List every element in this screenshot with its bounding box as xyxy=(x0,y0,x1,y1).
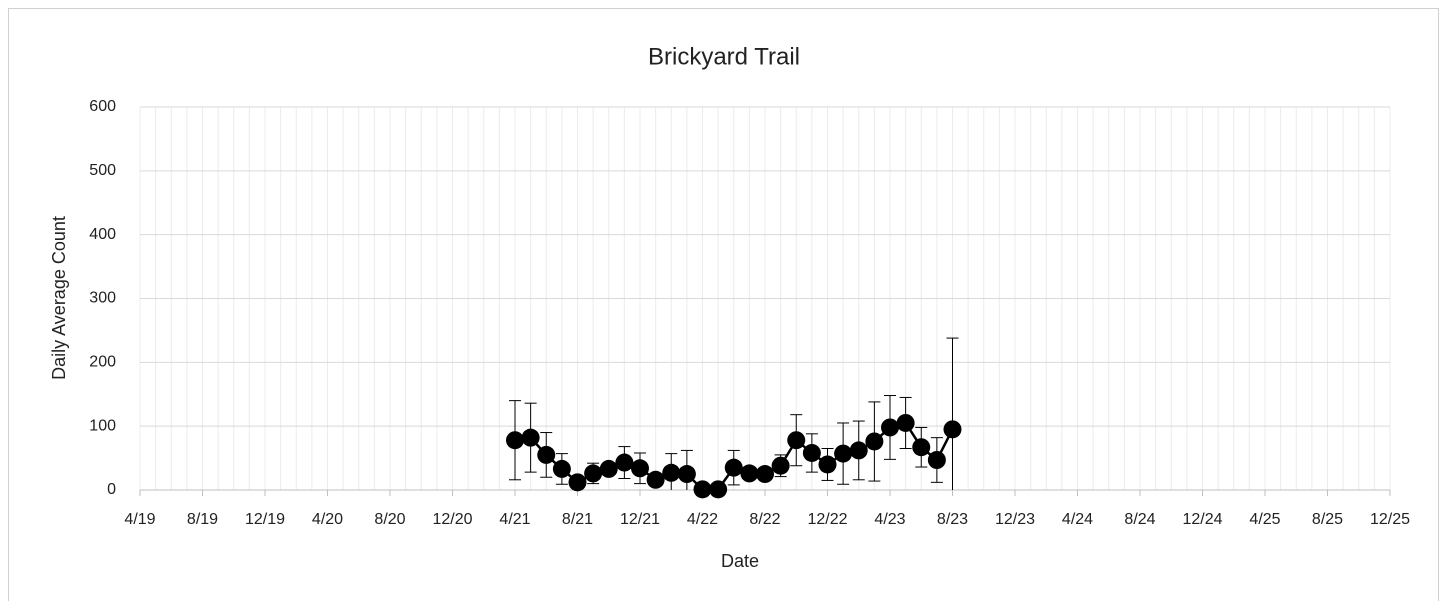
x-tick-label: 4/25 xyxy=(1249,511,1280,528)
x-tick-label: 4/24 xyxy=(1062,511,1093,528)
x-tick-label: 8/23 xyxy=(937,511,968,528)
data-point xyxy=(537,445,556,464)
data-point xyxy=(599,459,618,478)
x-tick-label: 12/24 xyxy=(1182,511,1222,528)
data-point xyxy=(552,459,571,478)
data-point xyxy=(646,470,665,489)
data-point xyxy=(881,418,899,437)
x-tick-label: 8/21 xyxy=(562,511,593,528)
data-point xyxy=(693,480,712,499)
data-point xyxy=(724,458,743,477)
marks xyxy=(506,337,962,499)
x-tick-label: 4/22 xyxy=(687,511,718,528)
data-point xyxy=(834,444,853,463)
y-tick-label: 200 xyxy=(89,354,116,371)
y-tick-label: 300 xyxy=(89,290,116,307)
data-point xyxy=(677,465,696,484)
data-point xyxy=(787,431,806,450)
x-tick-label: 4/19 xyxy=(124,511,155,528)
chart-frame xyxy=(8,8,1439,601)
data-point xyxy=(584,464,603,483)
chart-title: Brickyard Trail xyxy=(648,43,800,70)
data-point xyxy=(521,428,540,447)
y-tick-label: 600 xyxy=(89,98,116,115)
data-point xyxy=(756,465,774,484)
data-point xyxy=(662,463,681,482)
x-tick-label: 8/25 xyxy=(1312,511,1343,528)
x-tick-label: 12/21 xyxy=(620,511,660,528)
x-tick-label: 8/20 xyxy=(374,511,405,528)
x-tick-label: 12/22 xyxy=(807,511,847,528)
data-point xyxy=(568,473,587,492)
x-tick-label: 8/19 xyxy=(187,511,218,528)
y-tick-label: 100 xyxy=(89,417,116,434)
y-tick-label: 500 xyxy=(89,162,116,179)
x-tick-label: 12/20 xyxy=(432,511,472,528)
data-point xyxy=(802,443,821,462)
data-point xyxy=(506,431,524,450)
data-point xyxy=(771,456,790,475)
data-point xyxy=(865,432,884,451)
x-axis-title: Date xyxy=(721,551,759,571)
data-point xyxy=(740,464,759,483)
y-tick-label: 0 xyxy=(107,481,116,498)
x-tick-label: 4/20 xyxy=(312,511,343,528)
x-tick-label: 12/19 xyxy=(245,511,285,528)
y-axis-title: Daily Average Count xyxy=(49,216,69,380)
y-tick-label: 400 xyxy=(89,226,116,243)
x-tick-label: 8/22 xyxy=(749,511,780,528)
data-point xyxy=(943,420,962,439)
data-point xyxy=(709,480,728,499)
data-point xyxy=(849,441,868,460)
x-tick-label: 4/23 xyxy=(874,511,905,528)
x-tick-label: 8/24 xyxy=(1124,511,1155,528)
grid xyxy=(139,106,1391,496)
x-tick-label: 12/23 xyxy=(995,511,1035,528)
data-point xyxy=(927,450,946,469)
data-point xyxy=(631,459,649,478)
data-point xyxy=(818,455,837,474)
x-tick-label: 4/21 xyxy=(499,511,530,528)
x-tick-label: 12/25 xyxy=(1370,511,1410,528)
data-point xyxy=(615,453,634,472)
data-point xyxy=(896,413,915,432)
data-point xyxy=(912,438,931,457)
